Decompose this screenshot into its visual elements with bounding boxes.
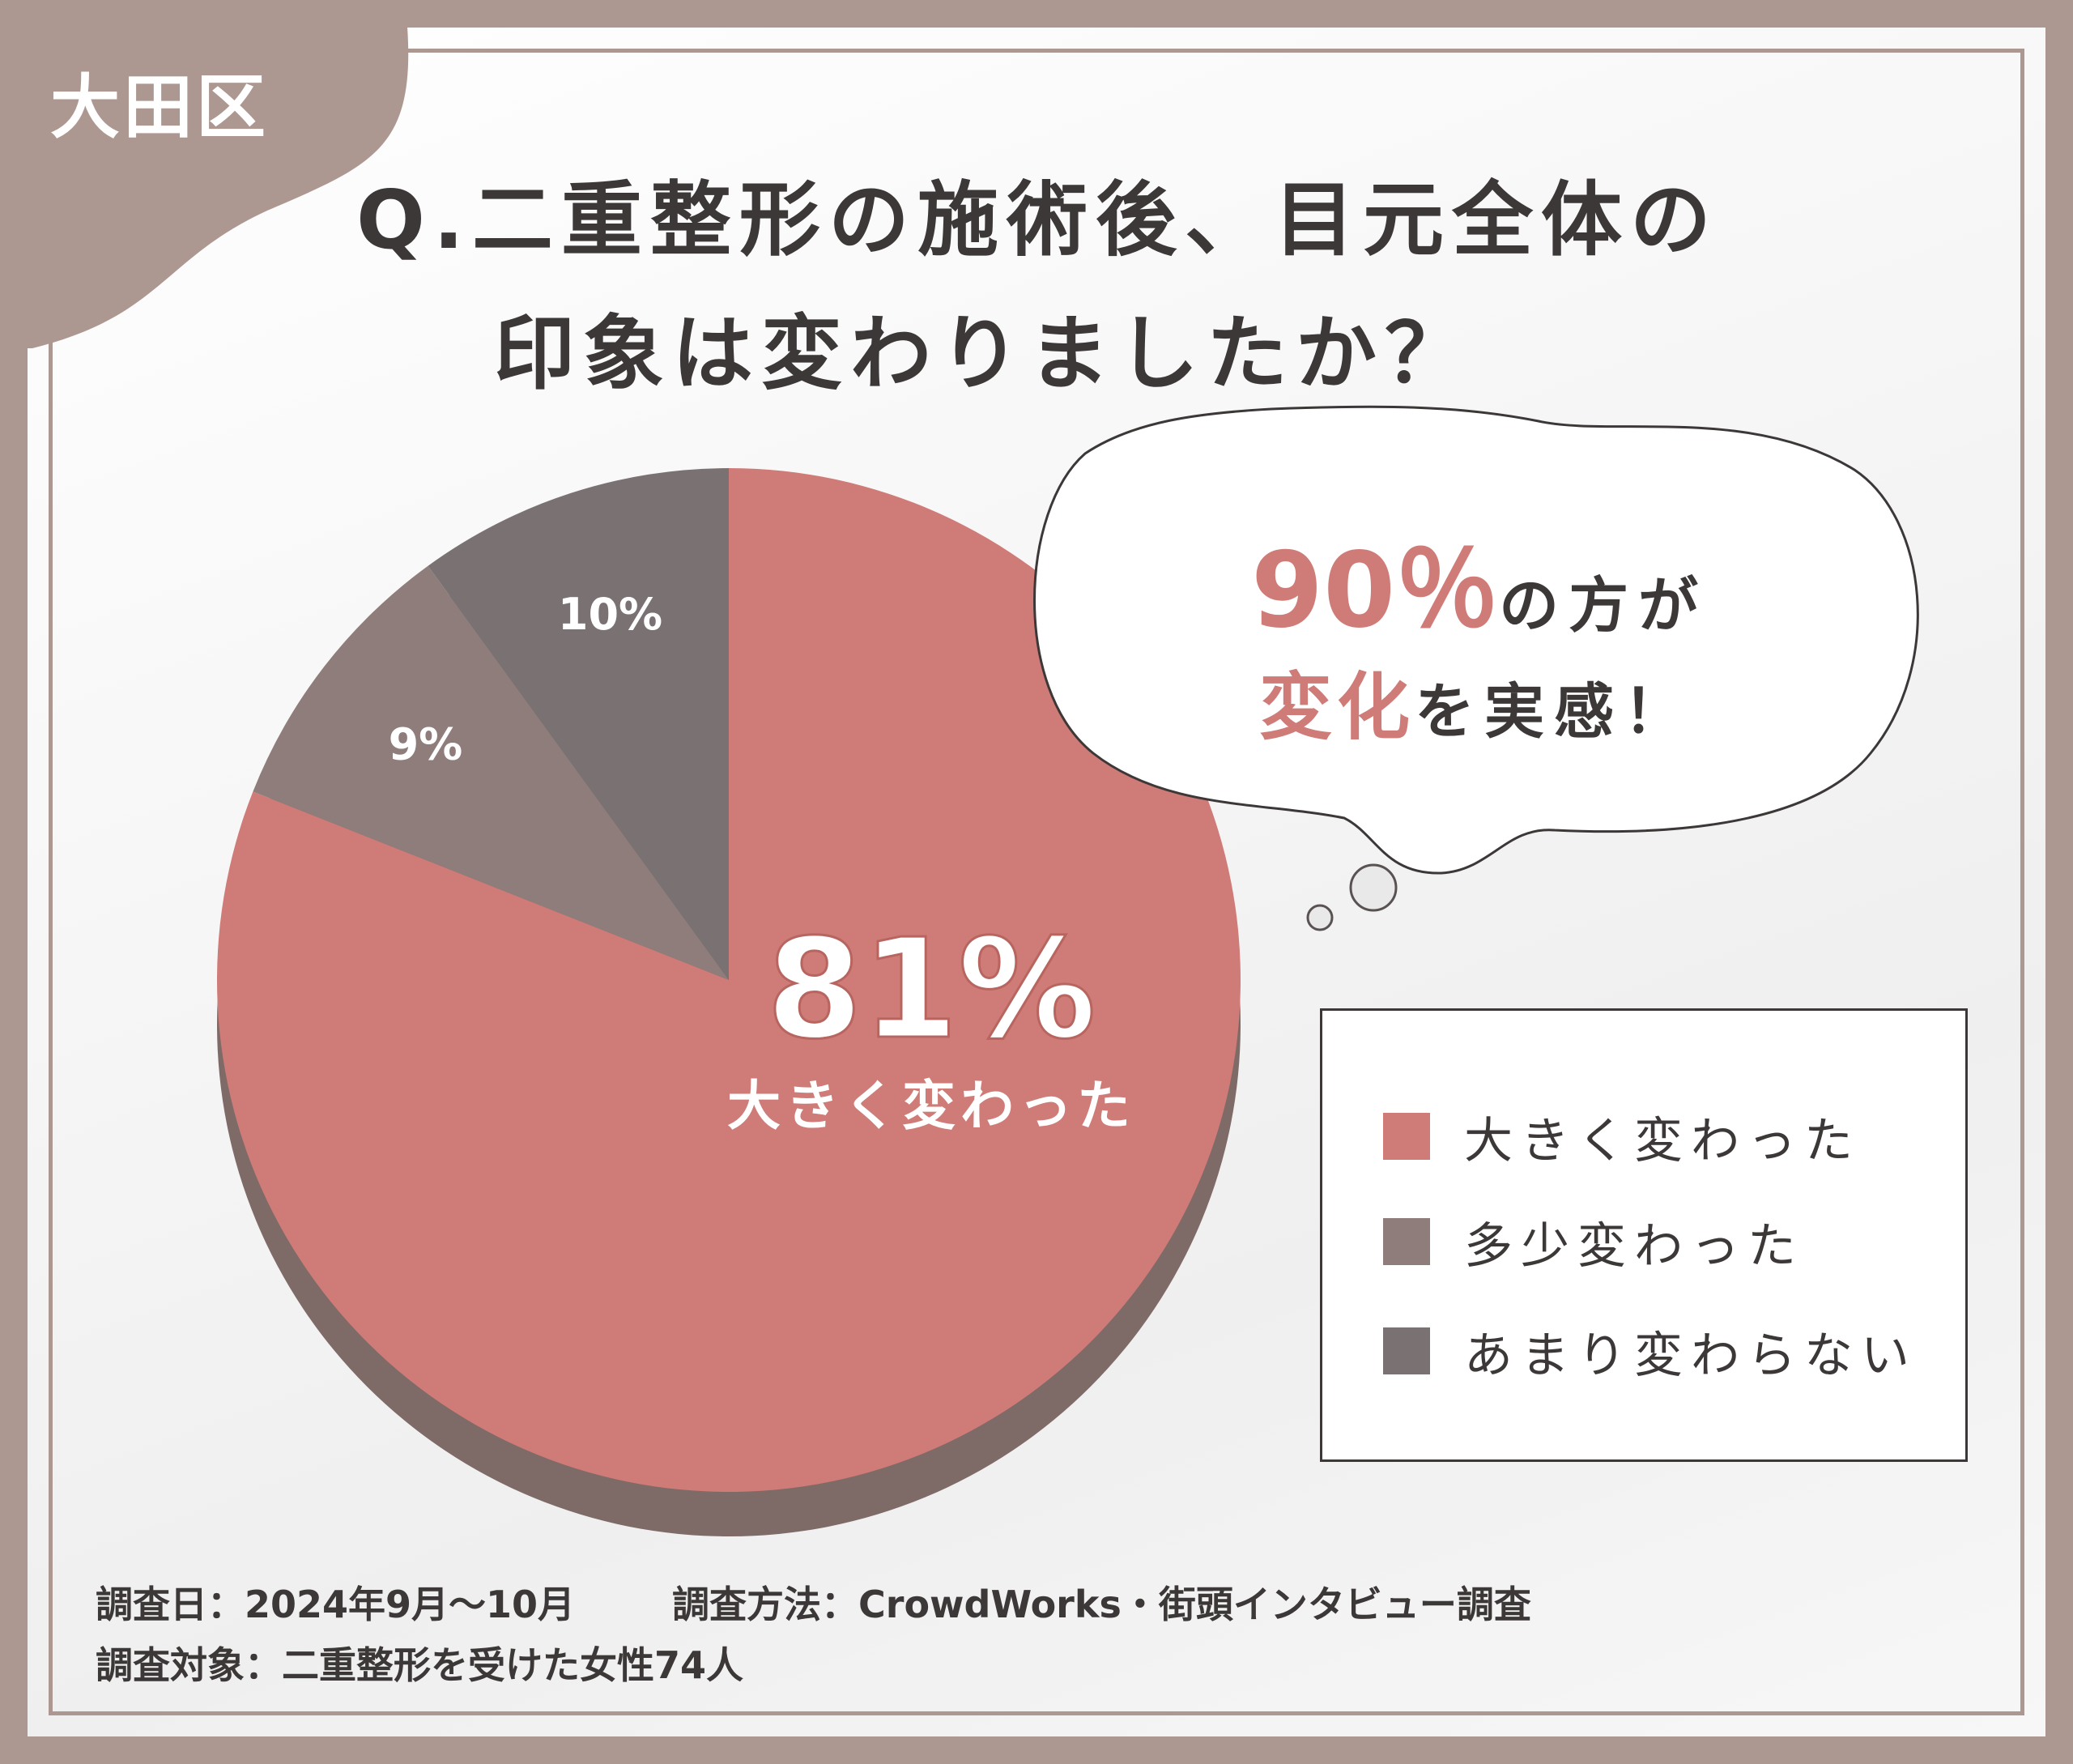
legend-item-large: 大きく変わった	[1383, 1108, 1861, 1170]
chart-legend: 大きく変わった 多少変わった あまり変わらない	[1320, 1008, 1968, 1462]
legend-swatch	[1383, 1327, 1430, 1374]
footer-survey-date: 調査日：2024年9月～10月	[96, 1583, 576, 1626]
callout-line1: 90％の方が	[1251, 506, 1708, 656]
callout-line2-tail: を実感！	[1415, 677, 1693, 747]
slice-percent-label: 9%	[389, 718, 463, 769]
slice-percent-label: 10%	[558, 589, 662, 640]
question-title-line1: Q.二重整形の施術後、目元全体の	[356, 173, 1719, 267]
callout-line2: 変化を実感！	[1259, 648, 1693, 753]
footer-survey-method: 調査方法：CrowdWorks・街頭インタビュー調査	[672, 1583, 1531, 1626]
legend-swatch	[1383, 1218, 1430, 1265]
corner-tab-shape	[0, 0, 409, 348]
region-label: 大田区	[50, 67, 269, 148]
main-slice-percent: 81%	[767, 910, 1096, 1070]
legend-swatch	[1383, 1113, 1430, 1160]
legend-item-none: あまり変わらない	[1383, 1323, 1918, 1384]
legend-label: 多少変わった	[1464, 1217, 1804, 1275]
legend-item-some: 多少変わった	[1383, 1213, 1804, 1275]
question-title-line2: 印象は変わりましたか？	[494, 306, 1474, 401]
footer-survey-target: 調査対象：二重整形を受けた女性74人	[96, 1643, 744, 1687]
legend-label: 大きく変わった	[1464, 1112, 1861, 1170]
main-slice-caption: 大きく変わった	[727, 1075, 1135, 1137]
callout-line1-tail: の方が	[1499, 571, 1709, 641]
speech-bubble	[1033, 405, 1919, 931]
pie-slice-no-change	[428, 468, 729, 980]
legend-label: あまり変わらない	[1464, 1327, 1918, 1384]
callout-emphasis: 変化	[1259, 665, 1415, 750]
inner-border	[49, 49, 2024, 1715]
pie-slice-some-change	[253, 565, 730, 980]
callout-percent: 90％	[1251, 530, 1500, 651]
